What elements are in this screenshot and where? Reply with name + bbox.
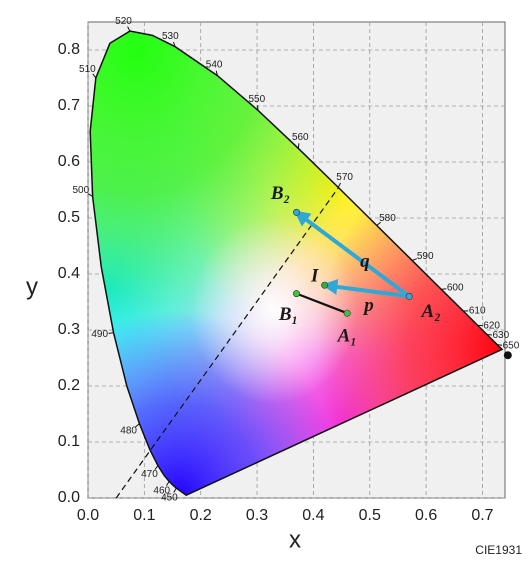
point [405,292,413,300]
wavelength-label: 580 [379,213,396,224]
segment [296,292,348,315]
point [343,309,351,317]
wavelength-tick [172,41,176,47]
dashed-line [115,186,340,499]
wavelength-label: 630 [492,330,509,341]
wavelength-tick [135,423,140,428]
segment-label: p [362,295,374,316]
segment [293,210,411,299]
point-label: A₁ [337,326,357,347]
wavelength-label: 550 [249,94,266,105]
wavelength-label: 650 [503,341,520,352]
wavelength-label: 510 [79,64,96,75]
y-tick-label: 0.4 [58,265,80,282]
wavelength-tick [411,258,417,261]
wavelength-tick [154,465,159,470]
point [321,281,329,289]
y-tick-label: 0.0 [58,489,80,506]
y-tick-label: 0.7 [58,97,80,114]
wavelength-label: 450 [161,492,178,503]
wavelength-label: 520 [115,16,132,27]
point-label: A₂ [421,301,441,322]
point [292,208,300,216]
point-label: B₂ [270,183,290,204]
wavelength-label: 470 [141,469,158,480]
wavelength-label: 490 [91,329,108,340]
wavelength-tick [376,221,381,226]
wavelength-label: 590 [417,251,434,262]
wavelength-label: 610 [469,305,486,316]
wavelength-label: 600 [447,282,464,293]
point [503,351,512,360]
wavelength-tick [88,193,93,197]
x-tick-label: 0.3 [246,507,268,524]
segment [321,278,410,299]
x-tick-label: 0.1 [133,507,155,524]
wavelength-tick [441,288,447,290]
x-axis-label: x [289,526,301,553]
wavelength-label: 560 [292,132,309,143]
y-tick-label: 0.8 [58,41,80,58]
point-label: I [310,266,319,287]
x-tick-label: 0.5 [359,507,381,524]
wavelength-label: 500 [73,185,90,196]
y-tick-label: 0.3 [58,321,80,338]
point-label: B₁ [278,304,298,325]
wavelength-label: 480 [120,425,137,436]
wavelength-tick [497,344,503,346]
y-axis-label: y [26,273,38,300]
x-tick-label: 0.0 [77,507,99,524]
x-tick-label: 0.6 [415,507,437,524]
y-tick-label: 0.5 [58,209,80,226]
wavelength-tick [215,70,218,76]
wavelength-tick [337,182,341,188]
segment-label: q [360,251,370,272]
x-tick-label: 0.4 [302,507,324,524]
wavelength-label: 530 [162,31,179,42]
wavelength-tick [92,73,97,79]
wavelength-label: 460 [153,485,170,496]
note: CIE1931 [475,543,522,557]
wavelength-label: 570 [336,172,353,183]
wavelength-tick [127,26,131,32]
wavelength-label: 620 [483,321,500,332]
y-tick-label: 0.1 [58,433,80,450]
wavelength-tick [108,332,114,334]
wavelength-tick [173,487,177,493]
y-tick-label: 0.6 [58,153,80,170]
wavelength-tick [166,481,170,486]
x-tick-label: 0.2 [190,507,212,524]
wavelength-tick [297,143,300,149]
wavelength-label: 540 [206,60,223,71]
point [292,290,300,298]
x-tick-label: 0.7 [471,507,493,524]
y-tick-label: 0.2 [58,377,80,394]
